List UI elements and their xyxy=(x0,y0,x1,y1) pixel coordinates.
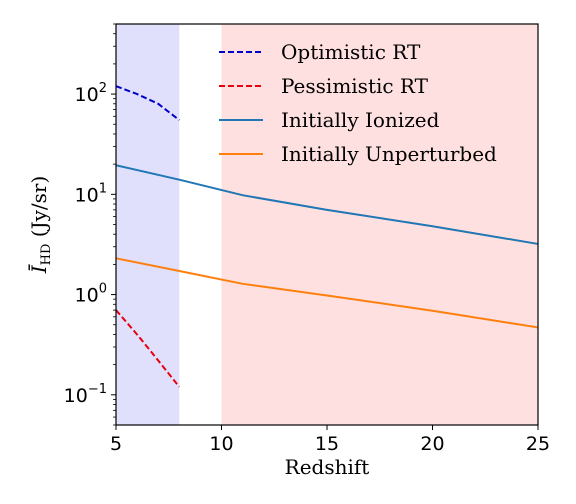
series-line-initially-ionized xyxy=(115,164,539,245)
y-axis-label-sub: HD xyxy=(39,244,54,266)
legend-label: Initially Unperturbed xyxy=(281,142,497,166)
legend-label: Pessimistic RT xyxy=(281,74,429,98)
shaded-region-1 xyxy=(116,24,180,425)
series-line-optimistic-rt xyxy=(115,85,180,121)
series-line-pessimistic-rt xyxy=(115,309,181,388)
x-axis-label: Redshift xyxy=(285,455,370,479)
x-tick-label: 5 xyxy=(110,433,122,455)
y-tick-label: 101 xyxy=(75,181,107,206)
y-tick-label: 10−1 xyxy=(64,382,107,407)
x-tick-label: 25 xyxy=(526,433,550,455)
legend: Optimistic RT Pessimistic RT Initially Ion… xyxy=(219,40,497,166)
y-axis-label-rest: (Jy/sr) xyxy=(27,176,51,244)
y-axis-label-main: Ī xyxy=(27,263,51,274)
y-axis-label: ĪHD (Jy/sr) xyxy=(27,176,54,275)
legend-label: Initially Ionized xyxy=(281,108,440,132)
shaded-regions xyxy=(116,24,538,425)
x-tick-label: 10 xyxy=(209,433,233,455)
x-tick-label: 15 xyxy=(315,433,339,455)
y-tick-label: 102 xyxy=(75,81,107,106)
y-axis-ticks: 10−1 100 101 102 xyxy=(64,23,116,426)
series-lines xyxy=(115,85,539,388)
series-line-initially-unperturbed xyxy=(115,257,539,329)
x-tick-label: 20 xyxy=(420,433,444,455)
legend-label: Optimistic RT xyxy=(281,40,421,64)
shaded-region-2 xyxy=(221,24,538,425)
x-axis-ticks: 5 10 15 20 25 xyxy=(110,425,550,455)
y-tick-label: 100 xyxy=(75,282,107,307)
